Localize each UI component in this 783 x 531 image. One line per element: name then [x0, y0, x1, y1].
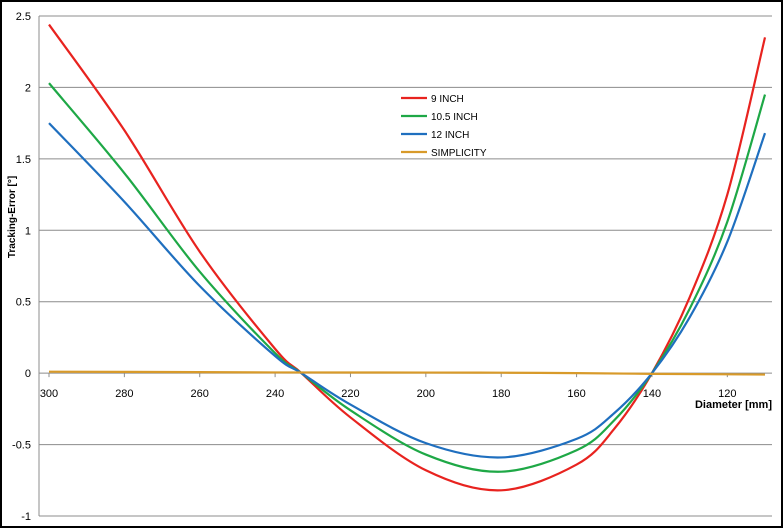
series-line-simplicity — [48, 370, 766, 376]
x-tick-label: 120 — [718, 388, 736, 400]
series-line-10-5-inch — [48, 82, 767, 473]
y-tick-label: 0.5 — [16, 297, 31, 309]
y-tick-label: 1 — [25, 225, 31, 237]
series-line-9-inch — [48, 23, 767, 492]
legend-label-10-5-inch: 10.5 INCH — [431, 112, 478, 123]
grid-layer — [38, 15, 772, 517]
legend: 9 INCH 10.5 INCH 12 INCH SIMPLICITY — [401, 94, 487, 159]
y-axis-label: Tracking-Error [°] — [7, 176, 18, 258]
y-tick-label: 0 — [25, 368, 31, 380]
legend-label-simplicity: SIMPLICITY — [431, 148, 487, 159]
x-tick-label: 300 — [40, 388, 58, 400]
y-tick-label: -1 — [21, 511, 31, 523]
x-tick-label: 180 — [492, 388, 510, 400]
x-tick-label: 280 — [115, 388, 133, 400]
x-tick-label: 240 — [266, 388, 284, 400]
x-axis-label: Diameter [mm] — [695, 399, 772, 411]
x-tick-label: 220 — [341, 388, 359, 400]
y-tick-label: 2.5 — [16, 11, 31, 23]
legend-label-9-inch: 9 INCH — [431, 94, 464, 105]
y-tick-label: -0.5 — [12, 440, 31, 452]
series-line-12-inch — [48, 122, 767, 459]
x-tick-label: 160 — [567, 388, 585, 400]
axis-layer: Diameter [mm] Tracking-Error [°] -1 -0.5 0… — [7, 11, 772, 523]
y-tick-label: 2 — [25, 82, 31, 94]
legend-label-12-inch: 12 INCH — [431, 130, 469, 141]
x-tick-label: 140 — [643, 388, 661, 400]
y-tick-label: 1.5 — [16, 154, 31, 166]
series-layer — [48, 23, 767, 492]
x-tick-label: 200 — [417, 388, 435, 400]
x-tick-label: 260 — [191, 388, 209, 400]
